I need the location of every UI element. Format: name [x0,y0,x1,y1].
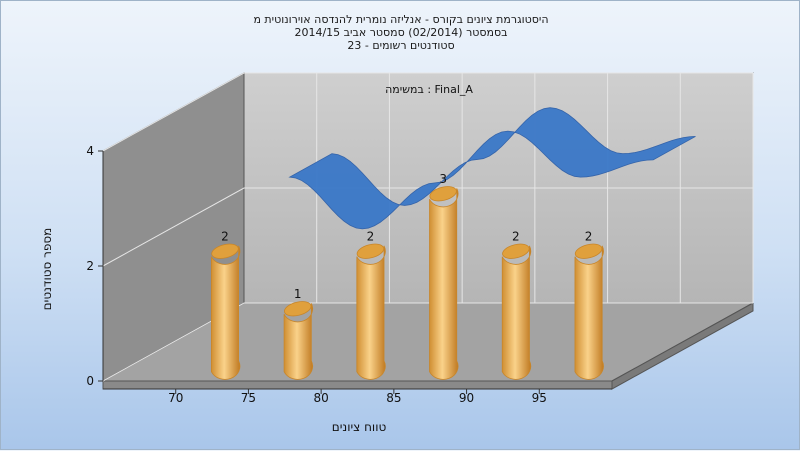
bar-label-0: 2 [221,230,229,244]
y-axis: 0 2 4 [86,144,104,388]
y-gridline-2 [102,72,753,152]
bar-body-3 [429,188,459,380]
y-tick-label-1: 2 [86,259,94,273]
series-ribbon [288,107,696,230]
bar-top-3 [429,186,457,202]
y-tick-label-0: 0 [86,374,94,388]
bar-body-5 [574,245,604,380]
title-line-1: היסטוגרמת ציונים בקורס - אנליזה נומרית ל… [253,13,548,26]
title-line-2: בסמסטר (02/2014) סמסטר אביב 2014/15 [294,26,507,39]
chart-annotation: במשימה : Final_A [385,83,473,96]
bar-label-5: 2 [585,230,593,244]
bar-top-2 [356,243,385,259]
floor-front-edge [102,380,613,390]
bar-2 [356,243,386,380]
x-tick-label-1: 75 [241,391,256,405]
x-axis: 70 75 80 85 90 95 [103,388,612,405]
bar-label-2: 2 [367,230,375,244]
x-tick-label-0: 70 [168,391,183,405]
x-tick-label-3: 85 [386,391,401,405]
y-tick-label-2: 4 [86,144,94,158]
chart-title: היסטוגרמת ציונים בקורס - אנליזה נומרית ל… [253,13,548,52]
bar-body-1 [283,303,314,380]
bar-1 [283,301,314,380]
x-tick-label-4: 90 [459,391,474,405]
bar-top-1 [284,301,312,317]
bar-label-3: 3 [439,172,447,186]
bar-label-1: 1 [294,287,302,301]
bar-5 [574,243,604,380]
bar-4 [501,243,532,380]
bar-body-4 [501,245,532,380]
bar-3 [429,186,459,380]
x-axis-title: טווח ציונים [332,420,387,434]
floor-right-edge [611,302,754,390]
series-line-ribbon [288,107,696,230]
bar-body-2 [356,245,386,380]
y-axis-title: מספר סטודנטים [40,228,54,311]
bar-top-0 [211,243,239,259]
bar-label-4: 2 [512,230,520,244]
x-tick-label-5: 95 [532,391,547,405]
bar-top-5 [574,243,603,259]
y-gridline-1 [102,187,753,267]
bar-0 [210,243,241,380]
bar-data-labels: 2 1 2 3 2 2 [221,172,592,301]
series-bars [210,186,604,380]
bar-top-4 [502,243,530,259]
bar-body-0 [210,245,241,380]
title-line-3: סטודנטים רשומים - 23 [347,39,454,52]
x-tick-label-2: 80 [314,391,329,405]
